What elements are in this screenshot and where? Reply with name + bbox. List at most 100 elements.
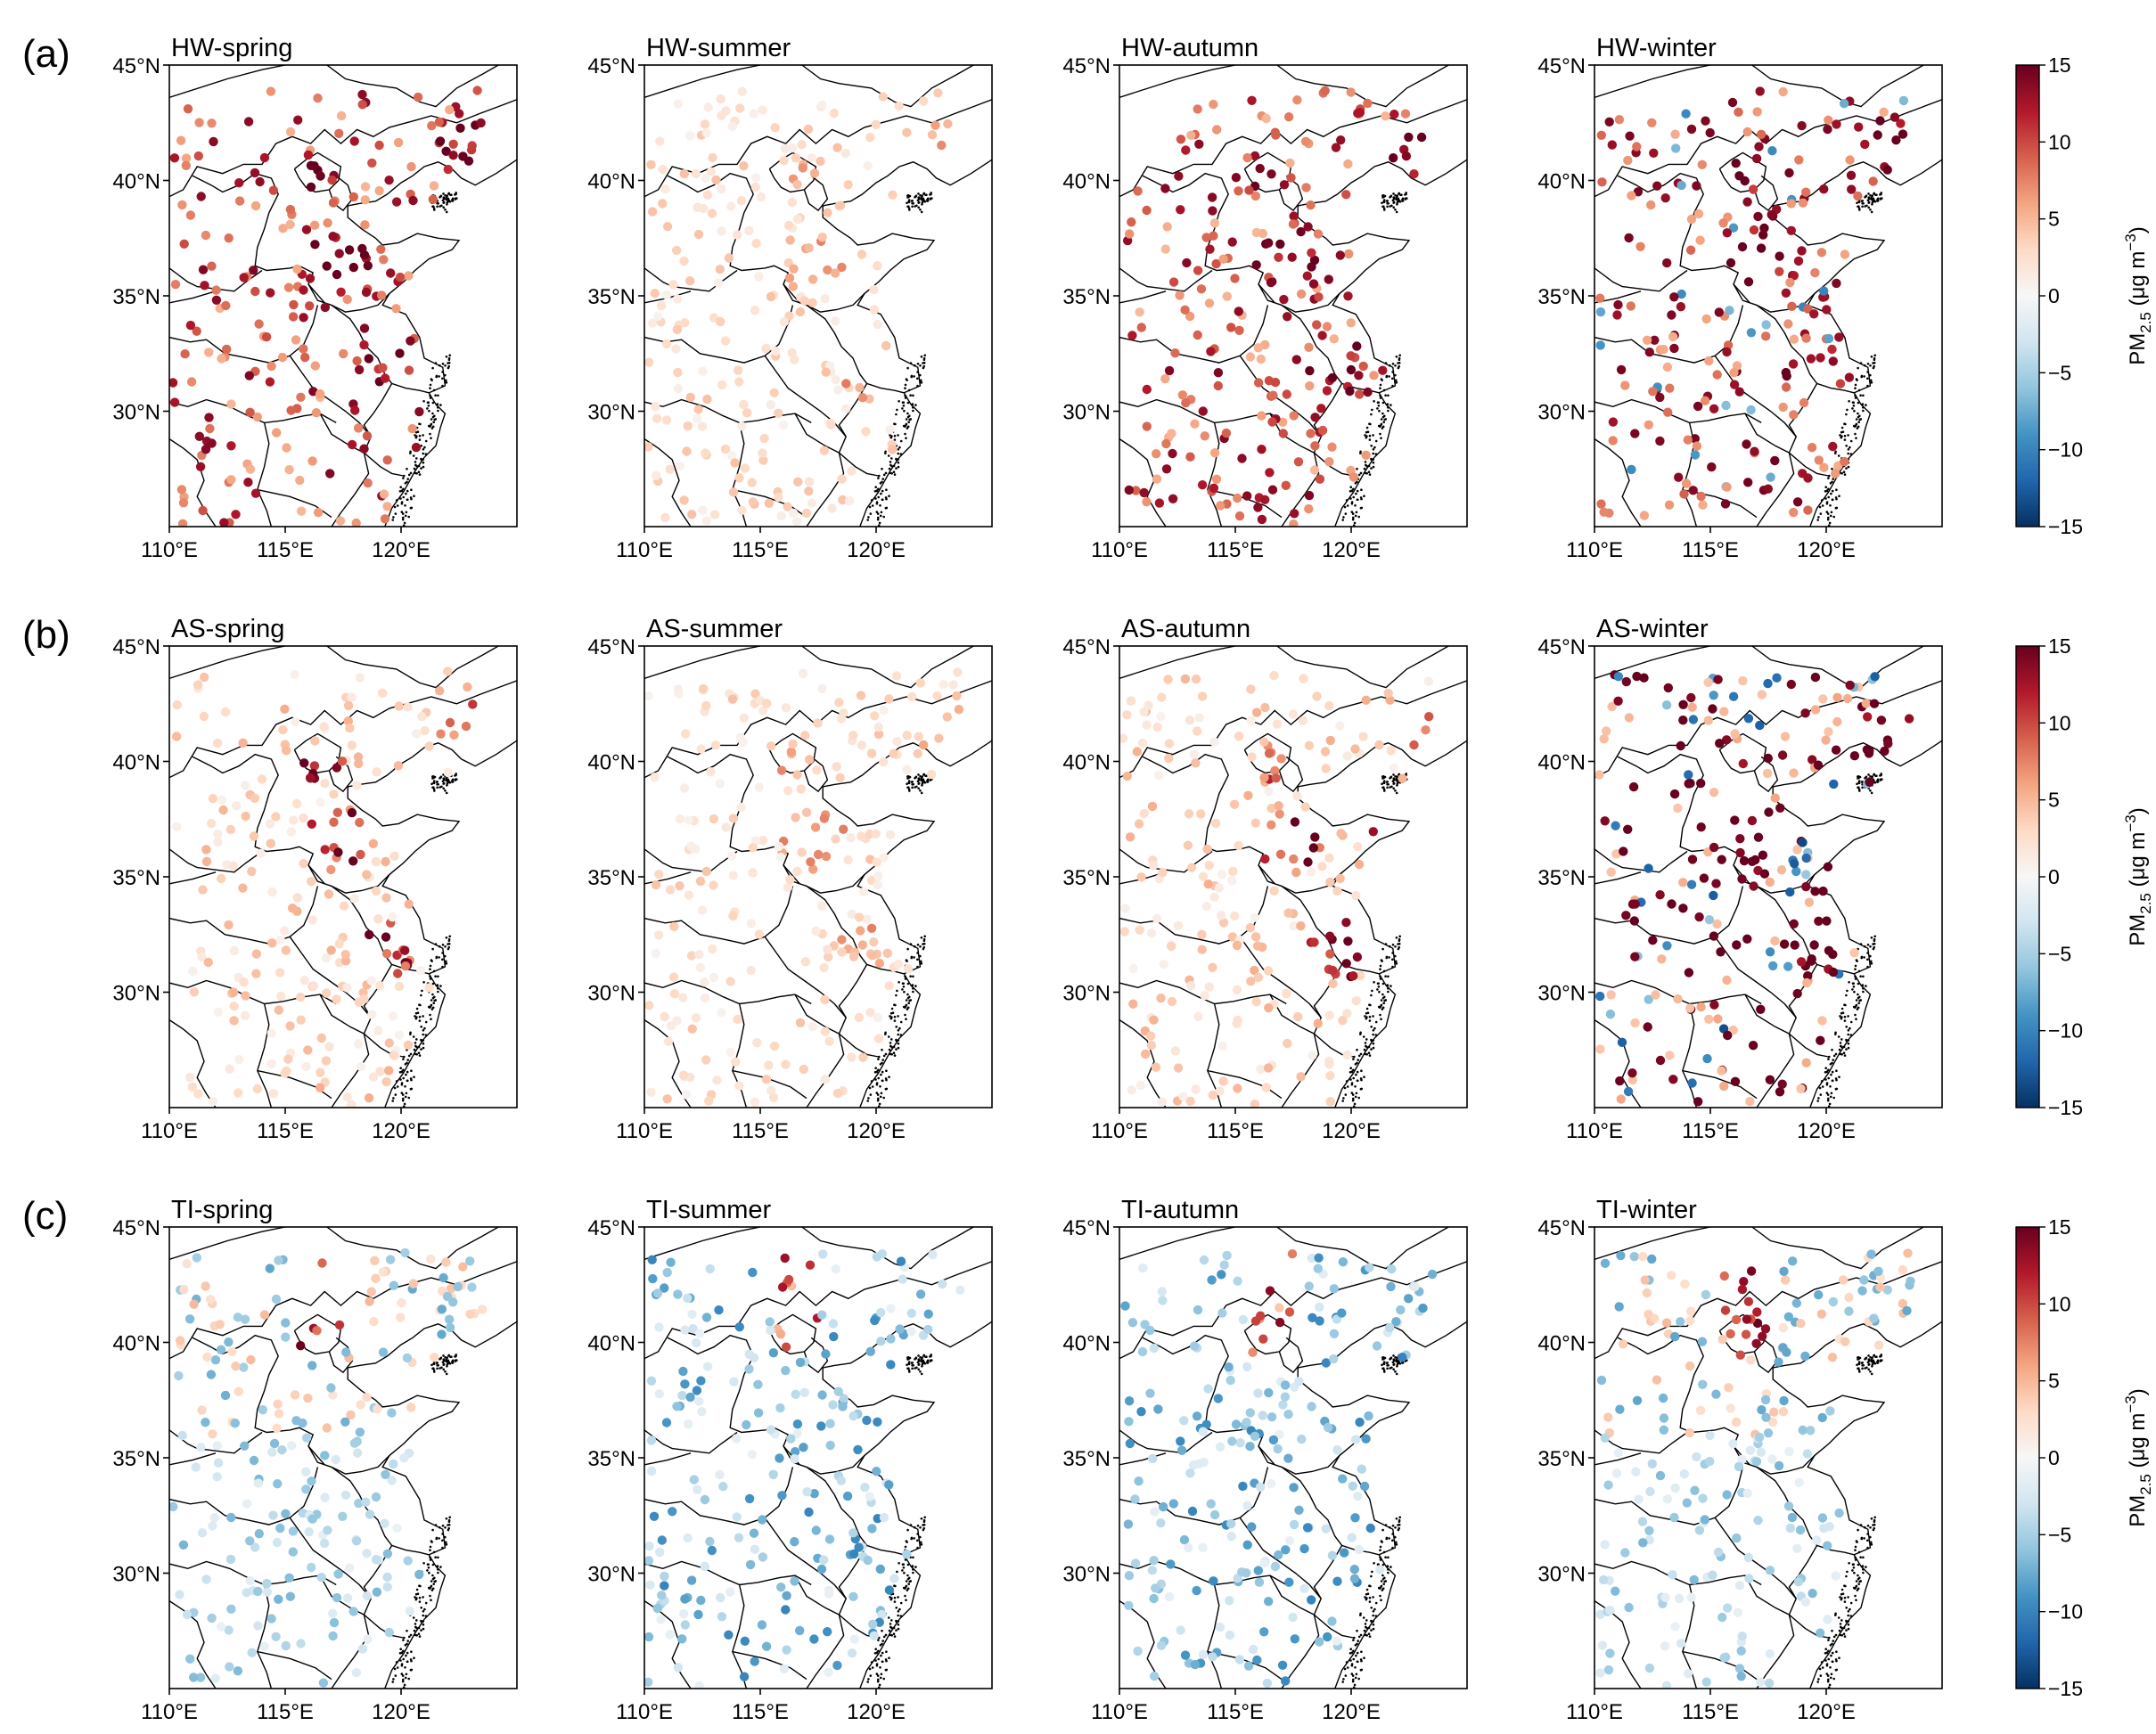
coast-island	[407, 515, 411, 519]
coast-island	[1372, 1033, 1374, 1036]
station-marker	[234, 178, 244, 188]
station-marker	[1623, 1086, 1634, 1097]
coast-island	[1826, 1093, 1830, 1096]
boundary-line	[1258, 1445, 1275, 1466]
station-marker	[313, 93, 323, 103]
station-marker	[871, 119, 881, 129]
station-marker	[342, 294, 352, 305]
station-marker	[227, 1346, 237, 1357]
station-marker	[278, 224, 288, 233]
station-marker	[776, 511, 786, 521]
station-marker	[252, 412, 262, 422]
station-marker	[1329, 1329, 1340, 1339]
station-marker	[1289, 411, 1299, 421]
coast-island	[1392, 773, 1395, 776]
boundary-line	[1239, 355, 1322, 438]
coast-island	[403, 474, 406, 478]
boundary-line	[838, 1545, 868, 1615]
station-marker	[254, 319, 264, 329]
coast-island	[1364, 434, 1366, 437]
coast-island	[440, 785, 443, 789]
station-marker	[199, 672, 209, 683]
coast-island	[1866, 363, 1870, 365]
station-marker	[790, 355, 799, 364]
station-marker	[1755, 86, 1765, 96]
boundary-line	[319, 994, 370, 1108]
station-marker	[1142, 497, 1152, 507]
coast-island	[406, 1059, 410, 1061]
coast-island	[1365, 1592, 1368, 1596]
coast-island	[1378, 409, 1381, 413]
coast-island	[1824, 490, 1827, 493]
station-marker	[713, 278, 724, 288]
station-marker	[1312, 691, 1322, 701]
station-marker	[224, 1625, 234, 1635]
station-marker	[1308, 1313, 1317, 1323]
station-marker	[777, 1491, 787, 1501]
coast-island	[1355, 1073, 1357, 1076]
coast-island	[868, 1086, 872, 1090]
station-marker	[841, 404, 851, 413]
station-marker	[1719, 1081, 1729, 1092]
coast-island	[432, 1583, 436, 1585]
station-marker	[701, 127, 711, 138]
station-marker	[1120, 904, 1130, 913]
coast-island	[1835, 488, 1838, 491]
station-marker	[1328, 965, 1338, 976]
coast-island	[1377, 405, 1381, 407]
station-marker	[195, 1673, 206, 1682]
station-marker	[210, 1355, 221, 1365]
station-marker	[1375, 1565, 1385, 1575]
coast-island	[419, 1003, 422, 1007]
station-marker	[288, 1547, 298, 1557]
station-marker	[761, 1641, 772, 1651]
station-marker	[1651, 990, 1660, 1000]
coast-island	[415, 472, 419, 475]
station-marker	[376, 244, 386, 254]
coast-island	[434, 1524, 438, 1526]
station-marker	[918, 96, 929, 106]
coast-island	[926, 1361, 930, 1364]
boundary-line	[1258, 283, 1275, 304]
station-marker	[1383, 688, 1393, 699]
station-marker	[1389, 153, 1398, 163]
station-marker	[869, 711, 880, 721]
coast-island	[917, 779, 921, 781]
station-marker	[274, 1256, 283, 1265]
station-marker	[316, 1573, 326, 1583]
coast-island	[1857, 207, 1861, 210]
station-marker	[717, 184, 726, 194]
station-marker	[913, 748, 922, 758]
coast-island	[417, 1632, 421, 1635]
coast-island	[441, 384, 444, 388]
coast-island	[898, 1026, 901, 1030]
station-marker	[902, 1550, 912, 1559]
row-label: (a)	[22, 32, 70, 76]
coast-island	[415, 435, 418, 438]
station-marker	[766, 1425, 776, 1435]
station-marker	[305, 301, 315, 311]
station-marker	[1193, 266, 1203, 275]
coast-island	[1847, 1039, 1850, 1042]
coast-island	[1387, 1364, 1390, 1367]
station-marker	[692, 1337, 701, 1348]
coast-island	[881, 1640, 884, 1642]
coast-island	[874, 1648, 877, 1650]
coast-island	[911, 984, 914, 986]
station-marker	[286, 405, 296, 415]
station-marker	[673, 1289, 683, 1299]
station-marker	[668, 1507, 677, 1517]
station-marker	[707, 209, 717, 218]
station-marker	[399, 1453, 409, 1463]
coast-island	[413, 467, 416, 470]
station-marker	[787, 197, 797, 208]
station-marker	[1764, 807, 1774, 817]
station-marker	[362, 1591, 373, 1601]
station-marker	[1324, 700, 1334, 711]
station-marker	[1309, 937, 1319, 947]
coast-island	[1380, 378, 1383, 380]
station-marker	[201, 1281, 210, 1291]
coast-island	[1372, 1046, 1375, 1050]
coast-island	[434, 999, 438, 1002]
station-marker	[277, 352, 288, 363]
